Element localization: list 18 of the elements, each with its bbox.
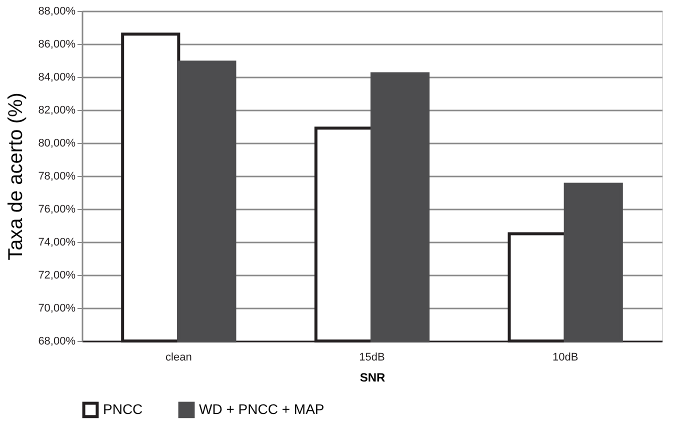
y-tick-label: 86,00% [38, 38, 76, 50]
y-tick-label: 78,00% [38, 170, 76, 182]
legend-label: WD + PNCC + MAP [199, 400, 324, 417]
y-tick-label: 74,00% [38, 236, 76, 248]
y-tick-label: 72,00% [38, 270, 76, 282]
x-axis-title: SNR [360, 370, 386, 384]
y-tick-label: 68,00% [38, 336, 76, 348]
x-tick-label: 15dB [359, 352, 385, 364]
y-tick-label: 70,00% [38, 302, 76, 314]
y-axis-title: Taxa de acerto (%) [5, 92, 28, 260]
x-tick-label: clean [166, 352, 192, 364]
y-tick-label: 76,00% [38, 204, 76, 216]
legend-label: PNCC [103, 400, 143, 417]
y-tick-label: 88,00% [38, 6, 76, 18]
y-tick-label: 80,00% [38, 138, 76, 150]
x-tick-label: 10dB [552, 352, 578, 364]
y-tick-label: 84,00% [38, 72, 76, 84]
y-tick-label: 82,00% [38, 104, 76, 116]
